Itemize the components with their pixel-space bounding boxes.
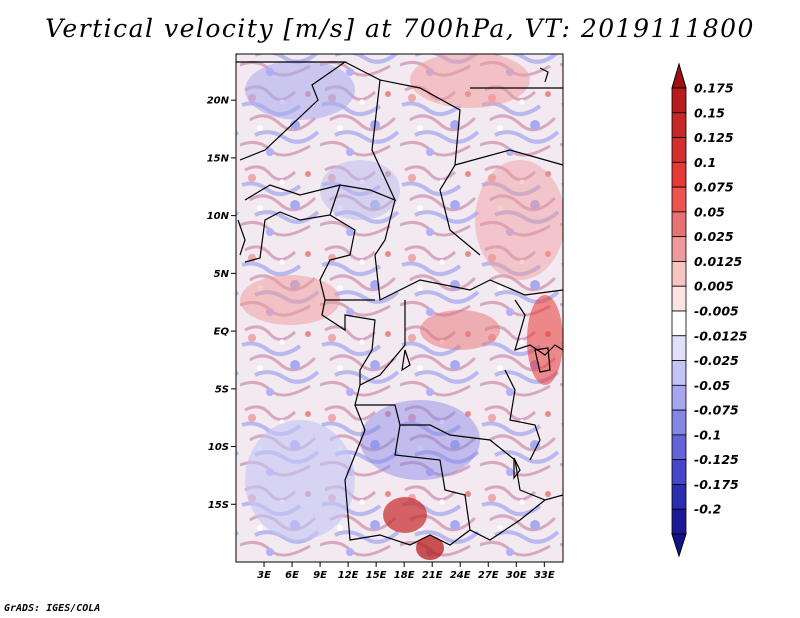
lon-tick-label: 12E	[338, 570, 359, 581]
lon-tick-label: 21E	[422, 570, 443, 581]
lon-tick-label: 30E	[506, 570, 527, 581]
colorbar-label: -0.125	[694, 452, 739, 467]
colorbar-swatch	[671, 161, 687, 188]
colorbar-label: 0.05	[694, 204, 725, 219]
lon-tick-label: 6E	[285, 570, 299, 581]
country-borders	[236, 61, 564, 546]
lat-tick-label: 10N	[207, 211, 230, 222]
lon-tick-label: 15E	[366, 570, 387, 581]
colorbar-label: -0.1	[694, 427, 721, 442]
lat-tick-label: 5S	[215, 384, 229, 395]
longitude-axis: 3E 6E 9E 12E 15E 18E 21E 24E 27E 30E 33E	[257, 562, 555, 581]
colorbar-label: -0.005	[694, 304, 739, 319]
colorbar-label: 0.075	[694, 180, 734, 195]
colorbar-swatch	[671, 261, 687, 287]
lon-tick-label: 9E	[313, 570, 327, 581]
lon-tick-label: 27E	[478, 570, 499, 581]
colorbar-swatch	[671, 87, 687, 114]
colorbar-swatch	[671, 434, 687, 461]
colorbar-top-arrow	[671, 62, 687, 89]
colorbar-label: -0.075	[694, 403, 739, 418]
lon-tick-label: 24E	[450, 570, 471, 581]
colorbar-label: 0.15	[694, 105, 725, 120]
colorbar-swatch	[671, 459, 687, 485]
lon-tick-label: 18E	[394, 570, 415, 581]
colorbar-label: 0.025	[694, 229, 734, 244]
colorbar-label: 0.0125	[694, 254, 743, 269]
lat-tick-label: 20N	[207, 96, 230, 107]
lon-tick-label: 3E	[257, 570, 271, 581]
lat-tick-label: EQ	[214, 327, 230, 338]
lat-tick-label: 5N	[214, 269, 230, 280]
colorbar-label: -0.05	[694, 378, 730, 393]
colorbar-label: -0.2	[694, 502, 721, 517]
colorbar-swatch	[671, 236, 687, 262]
colorbar-label: 0.175	[694, 81, 734, 96]
colorbar-swatch	[671, 360, 687, 386]
colorbar-label: -0.025	[694, 353, 739, 368]
colorbar-swatch	[671, 409, 687, 436]
colorbar-swatch	[671, 137, 687, 163]
map-frame	[235, 53, 564, 563]
colorbar-label: 0.005	[694, 279, 734, 294]
footer-credit: GrADS: IGES/COLA	[4, 603, 101, 614]
map-panel: 20N 15N 10N 5N EQ 5S 10S 15S 3E 6E 9E 12E 15E 18E 21E…	[207, 53, 564, 581]
colorbar-swatch	[671, 310, 687, 337]
colorbar-swatch	[671, 484, 687, 510]
chart-title: Vertical velocity [m/s] at 700hPa, VT: 2…	[45, 14, 755, 43]
lat-tick-label: 15N	[207, 153, 230, 164]
colorbar-swatch	[671, 186, 687, 213]
colorbar-swatch	[671, 285, 687, 312]
latitude-axis: 20N 15N 10N 5N EQ 5S 10S 15S	[207, 96, 236, 511]
colorbar-swatch	[671, 384, 687, 411]
lon-tick-label: 33E	[534, 570, 555, 581]
colorbar-label: 0.125	[694, 130, 734, 145]
colorbar-label: -0.175	[694, 477, 739, 492]
velocity-blobs	[240, 54, 563, 560]
lat-tick-label: 10S	[208, 442, 229, 453]
colorbar-swatch	[671, 508, 687, 535]
colorbar-swatch	[671, 335, 687, 361]
colorbar-swatch	[671, 211, 687, 238]
colorbar: 0.175 0.15 0.125 0.1 0.075 0.05 0.025 0.0125 0.0…	[671, 62, 748, 558]
colorbar-label: -0.0125	[694, 328, 748, 343]
colorbar-swatch	[671, 112, 687, 138]
colorbar-label: 0.1	[694, 155, 716, 170]
lat-tick-label: 15S	[208, 500, 229, 511]
colorbar-bottom-arrow	[671, 533, 687, 558]
